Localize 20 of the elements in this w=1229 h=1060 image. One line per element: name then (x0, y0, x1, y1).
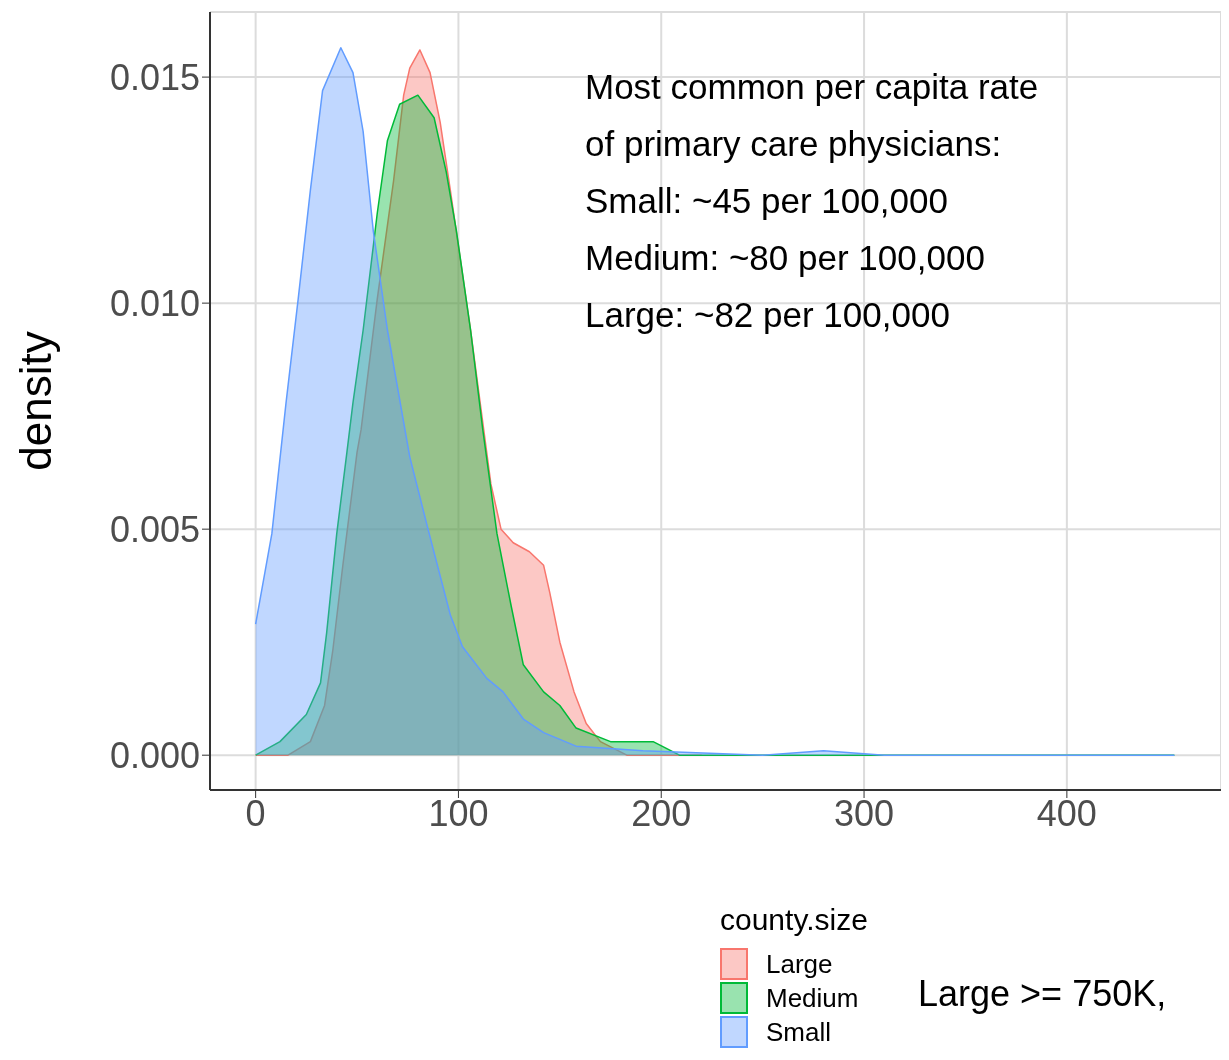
annotation: Large: ~82 per 100,000 (585, 294, 951, 336)
y-tick-label: 0.015 (109, 56, 200, 98)
x-tick-label: 200 (631, 792, 692, 834)
y-tick-label: 0.010 (109, 282, 200, 324)
annotation: of primary care physicians: (585, 123, 1003, 165)
y-axis-title: density (10, 331, 60, 471)
y-tick-label: 0.000 (109, 734, 200, 776)
x-tick-label: 400 (1036, 792, 1097, 834)
legend-label: Small (766, 1016, 832, 1048)
text: Large >= 750K, (918, 973, 1167, 1015)
legend-title: county.size (720, 903, 868, 937)
legend-label: Medium (766, 982, 859, 1014)
legend-label: Large (766, 948, 833, 980)
x-tick-label: 100 (428, 792, 489, 834)
annotation: Most common per capita rate (585, 66, 1039, 108)
x-tick-label: 300 (834, 792, 895, 834)
annotation: Medium: ~80 per 100,000 (585, 237, 986, 279)
x-tick-label: 0 (245, 792, 266, 834)
y-tick-label: 0.005 (109, 508, 200, 550)
annotation: Small: ~45 per 100,000 (585, 180, 949, 222)
